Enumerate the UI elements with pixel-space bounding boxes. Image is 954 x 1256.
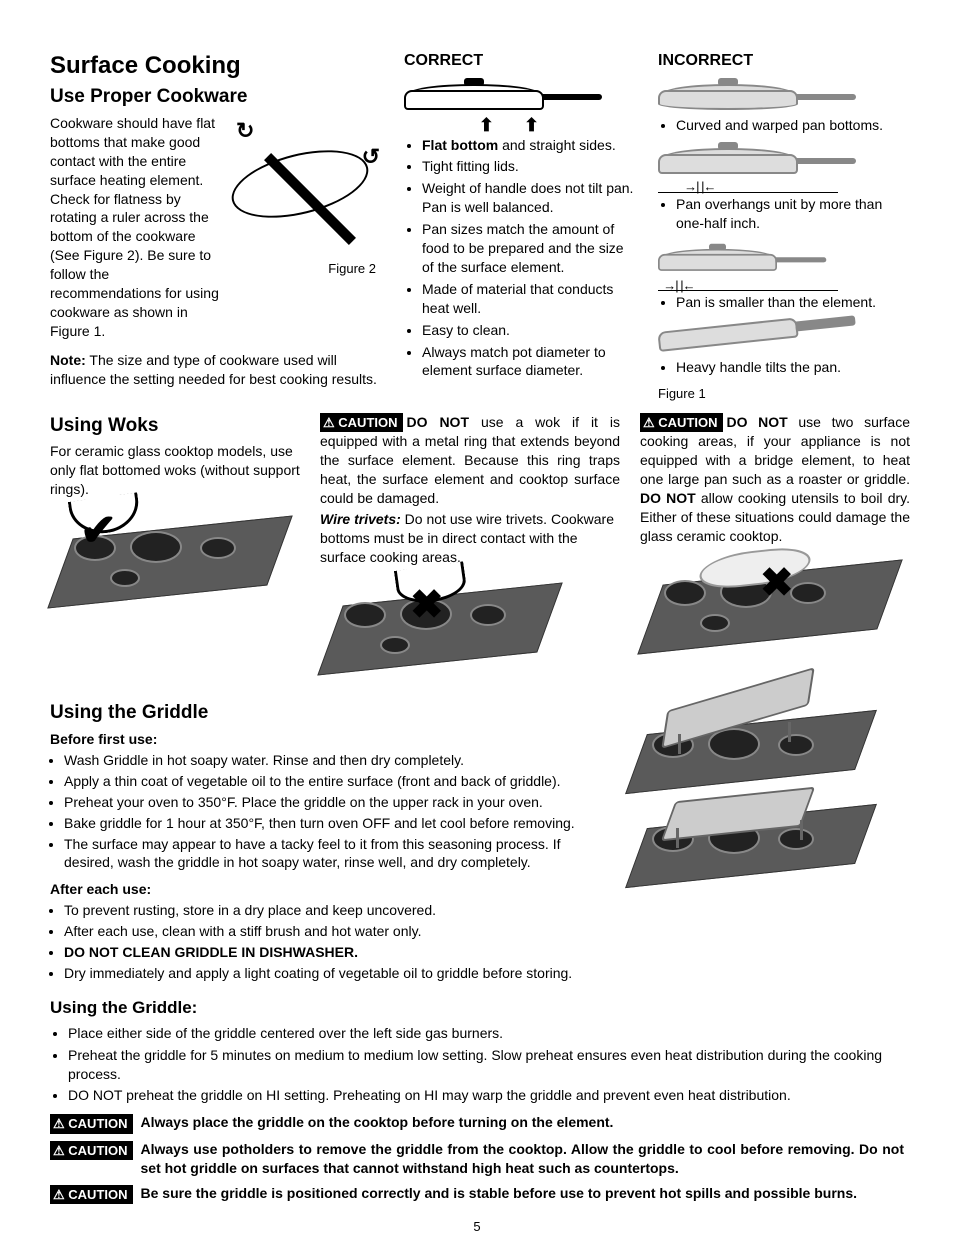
caution-row-2: CAUTION Always use potholders to remove … xyxy=(50,1140,904,1178)
section-use-proper: Use Proper Cookware xyxy=(50,84,380,110)
bridge-donot-2: DO NOT xyxy=(640,490,696,506)
page-title: Surface Cooking xyxy=(50,50,380,82)
dishwasher-bold: DO NOT CLEAN GRIDDLE IN DISHWASHER. xyxy=(64,944,358,960)
griddle-section: Using the Griddle Before first use: Wash… xyxy=(50,700,904,990)
wok-incorrect-illustration: ✖ xyxy=(320,574,600,684)
bridge-donot-1: DO NOT xyxy=(727,414,788,430)
checkmark-icon: ✔ xyxy=(80,501,117,560)
figure-1-label: Figure 1 xyxy=(658,385,908,403)
list-item: Place either side of the griddle centere… xyxy=(68,1024,904,1043)
list-item: Preheat your oven to 350°F. Place the gr… xyxy=(64,793,610,812)
correct-heading: CORRECT xyxy=(404,50,634,72)
wok-correct-illustration: ✔ xyxy=(50,507,300,617)
list-item: To prevent rusting, store in a dry place… xyxy=(64,901,610,920)
top-section: Surface Cooking Use Proper Cookware ↻ ↺ … xyxy=(50,50,904,403)
trivets-bold: Wire trivets: xyxy=(320,511,401,527)
after-use-list: To prevent rusting, store in a dry place… xyxy=(50,901,610,983)
up-arrows-icon: ⬆ ⬆ xyxy=(404,116,634,134)
caution-badge-icon: CAUTION xyxy=(50,1114,133,1134)
overhang-arrows-icon: →| |← xyxy=(658,178,908,196)
correct-item: Pan sizes match the amount of food to be… xyxy=(422,220,634,277)
list-item: After each use, clean with a stiff brush… xyxy=(64,922,610,941)
figure-2-label: Figure 2 xyxy=(328,260,376,278)
bridge-incorrect-illustration: ✖ xyxy=(640,552,910,662)
caution-text: Be sure the griddle is positioned correc… xyxy=(141,1184,858,1203)
list-item: The surface may appear to have a tacky f… xyxy=(64,835,610,873)
incorrect-pan-curved xyxy=(658,78,858,114)
note-text: The size and type of cookware used will … xyxy=(50,352,377,387)
x-icon: ✖ xyxy=(760,556,794,610)
caution-badge-icon: CAUTION xyxy=(50,1141,133,1161)
cookware-intro-text: Cookware should have flat bottoms that m… xyxy=(50,114,220,341)
col-correct: CORRECT ⬆ ⬆ Flat bottom and straight sid… xyxy=(404,50,634,403)
griddle-illustration-2 xyxy=(628,798,888,888)
figure-2-illustration: ↻ ↺ Figure 2 xyxy=(230,114,380,294)
col-woks: Using Woks For ceramic glass cooktop mod… xyxy=(50,413,300,693)
list-item: Dry immediately and apply a light coatin… xyxy=(64,964,610,983)
correct-pan-illustration xyxy=(404,78,604,114)
col-wok-caution: CAUTIONDO NOT use a wok if it is equippe… xyxy=(320,413,620,693)
list-item: Apply a thin coat of vegetable oil to th… xyxy=(64,772,610,791)
woks-heading: Using Woks xyxy=(50,413,300,439)
note-prefix: Note: xyxy=(50,352,86,368)
correct-item: Tight fitting lids. xyxy=(422,157,634,176)
caution-row-1: CAUTION Always place the griddle on the … xyxy=(50,1113,904,1134)
griddle-illustration-1 xyxy=(628,704,888,794)
cookware-note: Note: The size and type of cookware used… xyxy=(50,351,380,389)
using-griddle-list: Place either side of the griddle centere… xyxy=(50,1024,904,1106)
small-arrows-icon: →| |← xyxy=(658,277,908,295)
page-number: 5 xyxy=(50,1218,904,1236)
griddle-text-col: Using the Griddle Before first use: Wash… xyxy=(50,700,610,990)
caution-badge-icon: CAUTION xyxy=(50,1185,133,1205)
correct-item: Always match pot diameter to element sur… xyxy=(422,343,634,381)
list-item: Bake griddle for 1 hour at 350°F, then t… xyxy=(64,814,610,833)
correct-list: Flat bottom and straight sides. Tight fi… xyxy=(404,136,634,381)
col-incorrect: INCORRECT Curved and warped pan bottoms.… xyxy=(658,50,908,403)
caution-text: Always place the griddle on the cooktop … xyxy=(141,1113,614,1132)
correct-item: Made of material that conducts heat well… xyxy=(422,280,634,318)
incorrect-item: Pan overhangs unit by more than one-half… xyxy=(676,195,908,233)
before-use-list: Wash Griddle in hot soapy water. Rinse a… xyxy=(50,751,610,872)
incorrect-pan-overhang xyxy=(658,142,858,178)
col-bridge-caution: CAUTIONDO NOT use two surface cooking ar… xyxy=(640,413,910,693)
list-item: DO NOT CLEAN GRIDDLE IN DISHWASHER. xyxy=(64,943,610,962)
correct-item: Weight of handle does not tilt pan. Pan … xyxy=(422,179,634,217)
incorrect-heading: INCORRECT xyxy=(658,50,908,72)
woks-body: For ceramic glass cooktop models, use on… xyxy=(50,442,300,499)
incorrect-item: Heavy handle tilts the pan. xyxy=(676,358,908,377)
correct-item: Flat bottom and straight sides. xyxy=(422,136,634,155)
caution-text: Always use potholders to remove the grid… xyxy=(141,1140,905,1178)
list-item: Wash Griddle in hot soapy water. Rinse a… xyxy=(64,751,610,770)
incorrect-item: Curved and warped pan bottoms. xyxy=(676,116,908,135)
caution-row-3: CAUTION Be sure the griddle is positione… xyxy=(50,1184,904,1205)
col-cookware: Surface Cooking Use Proper Cookware ↻ ↺ … xyxy=(50,50,380,403)
incorrect-pan-small xyxy=(658,244,828,275)
caution-badge-icon: CAUTION xyxy=(640,413,723,433)
mid-section: Using Woks For ceramic glass cooktop mod… xyxy=(50,413,904,693)
before-use-label: Before first use: xyxy=(50,730,610,749)
list-item: DO NOT preheat the griddle on HI setting… xyxy=(68,1086,904,1105)
after-use-label: After each use: xyxy=(50,880,610,899)
griddle-illustrations-col xyxy=(628,700,908,990)
list-item: Preheat the griddle for 5 minutes on med… xyxy=(68,1046,904,1084)
correct-item: Easy to clean. xyxy=(422,321,634,340)
wok-caution-bold: DO NOT xyxy=(407,414,470,430)
caution-badge-icon: CAUTION xyxy=(320,413,403,433)
x-icon: ✖ xyxy=(410,578,444,632)
using-griddle-label: Using the Griddle: xyxy=(50,997,904,1020)
griddle-heading: Using the Griddle xyxy=(50,700,610,726)
